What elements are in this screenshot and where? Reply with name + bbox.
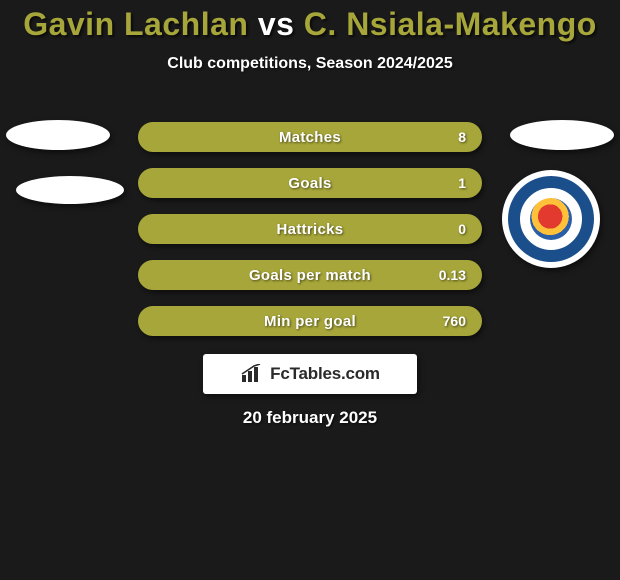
stats-bars: Matches 8 Goals 1 Hattricks 0 Goals per match 0…: [138, 122, 482, 352]
card-date: 20 february 2025: [0, 408, 620, 428]
stat-bar: Matches 8: [138, 122, 482, 152]
card-title: Gavin Lachlan vs C. Nsiala-Makengo: [0, 0, 620, 43]
crest-emblem: [530, 198, 572, 240]
stat-value: 0: [458, 221, 466, 237]
vs-text: vs: [258, 6, 295, 42]
player1-club-placeholder: [16, 176, 124, 204]
stat-bar: Min per goal 760: [138, 306, 482, 336]
card-subtitle: Club competitions, Season 2024/2025: [0, 55, 620, 73]
stat-bar: Hattricks 0: [138, 214, 482, 244]
stat-label: Goals per match: [249, 267, 371, 284]
stat-value: 1: [458, 175, 466, 191]
stat-value: 8: [458, 129, 466, 145]
stat-label: Matches: [279, 129, 341, 146]
player1-photo-placeholder: [6, 120, 110, 150]
stat-label: Goals: [288, 175, 331, 192]
branding-badge: FcTables.com: [203, 354, 417, 394]
stat-label: Min per goal: [264, 313, 356, 330]
player2-name: C. Nsiala-Makengo: [304, 6, 597, 42]
stat-bar: Goals per match 0.13: [138, 260, 482, 290]
stat-bar: Goals 1: [138, 168, 482, 198]
stat-value: 760: [443, 313, 466, 329]
stat-value: 0.13: [439, 267, 466, 283]
branding-text: FcTables.com: [270, 364, 380, 384]
player2-club-crest: [502, 170, 600, 268]
player-h2h-card: Gavin Lachlan vs C. Nsiala-Makengo Club …: [0, 0, 620, 580]
player2-photo-placeholder: [510, 120, 614, 150]
stat-label: Hattricks: [277, 221, 344, 238]
player1-name: Gavin Lachlan: [23, 6, 248, 42]
bar-chart-icon: [240, 364, 264, 384]
